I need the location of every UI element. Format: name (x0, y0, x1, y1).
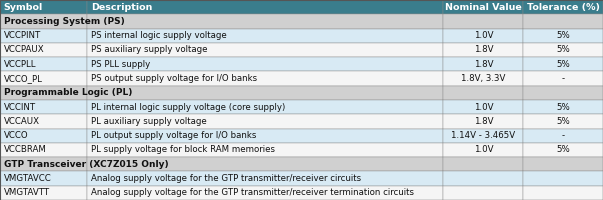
Text: VCCPAUX: VCCPAUX (4, 45, 44, 54)
Text: 5%: 5% (557, 31, 570, 40)
Text: 1.8V: 1.8V (473, 117, 493, 126)
Bar (87, 14, 443, 29)
Bar (0, 71, 87, 86)
Text: 1.8V: 1.8V (473, 45, 493, 54)
Bar (87, 71, 443, 86)
Bar (523, 57, 603, 71)
Text: Description: Description (91, 3, 153, 12)
Bar (523, 71, 603, 86)
Text: VCCBRAM: VCCBRAM (4, 145, 46, 154)
Bar (87, 157, 443, 171)
Bar (0, 14, 87, 29)
Bar (87, 143, 443, 157)
Bar (523, 157, 603, 171)
Bar (0, 29, 87, 43)
Text: VCCAUX: VCCAUX (4, 117, 40, 126)
Bar (443, 171, 523, 186)
Bar (443, 86, 523, 100)
Text: 5%: 5% (557, 60, 570, 69)
Text: 1.8V: 1.8V (473, 60, 493, 69)
Bar (443, 29, 523, 43)
Text: PL internal logic supply voltage (core supply): PL internal logic supply voltage (core s… (91, 103, 285, 112)
Bar (87, 114, 443, 129)
Bar (0, 143, 87, 157)
Bar (443, 143, 523, 157)
Text: 5%: 5% (557, 117, 570, 126)
Text: GTP Transceiver (XC7Z015 Only): GTP Transceiver (XC7Z015 Only) (4, 160, 168, 169)
Bar (0, 157, 87, 171)
Bar (87, 0, 443, 14)
Bar (523, 171, 603, 186)
Text: 1.14V - 3.465V: 1.14V - 3.465V (451, 131, 516, 140)
Bar (87, 129, 443, 143)
Text: Tolerance (%): Tolerance (%) (526, 3, 600, 12)
Bar (87, 171, 443, 186)
Text: VCCPLL: VCCPLL (4, 60, 36, 69)
Text: -: - (561, 131, 565, 140)
Bar (87, 86, 443, 100)
Bar (87, 100, 443, 114)
Text: VCCPINT: VCCPINT (4, 31, 41, 40)
Text: Programmable Logic (PL): Programmable Logic (PL) (4, 88, 132, 97)
Bar (0, 100, 87, 114)
Text: Symbol: Symbol (4, 3, 43, 12)
Bar (523, 14, 603, 29)
Text: 1.0V: 1.0V (473, 103, 493, 112)
Bar (443, 100, 523, 114)
Text: 1.8V, 3.3V: 1.8V, 3.3V (461, 74, 505, 83)
Text: Analog supply voltage for the GTP transmitter/receiver termination circuits: Analog supply voltage for the GTP transm… (91, 188, 414, 197)
Bar (443, 0, 523, 14)
Bar (523, 129, 603, 143)
Text: Nominal Value: Nominal Value (445, 3, 522, 12)
Bar (523, 114, 603, 129)
Bar (443, 71, 523, 86)
Text: 1.0V: 1.0V (473, 145, 493, 154)
Text: 5%: 5% (557, 45, 570, 54)
Text: VCCO: VCCO (4, 131, 28, 140)
Bar (87, 43, 443, 57)
Text: VMGTAVTT: VMGTAVTT (4, 188, 49, 197)
Bar (443, 14, 523, 29)
Bar (443, 57, 523, 71)
Text: Processing System (PS): Processing System (PS) (4, 17, 124, 26)
Bar (523, 186, 603, 200)
Bar (523, 29, 603, 43)
Bar (443, 129, 523, 143)
Text: 5%: 5% (557, 103, 570, 112)
Bar (0, 129, 87, 143)
Bar (0, 114, 87, 129)
Bar (87, 186, 443, 200)
Text: 5%: 5% (557, 145, 570, 154)
Bar (0, 0, 87, 14)
Text: VCCO_PL: VCCO_PL (4, 74, 42, 83)
Bar (443, 186, 523, 200)
Bar (87, 57, 443, 71)
Bar (523, 0, 603, 14)
Bar (523, 86, 603, 100)
Text: PS internal logic supply voltage: PS internal logic supply voltage (91, 31, 227, 40)
Text: PS PLL supply: PS PLL supply (91, 60, 150, 69)
Text: 1.0V: 1.0V (473, 31, 493, 40)
Bar (0, 57, 87, 71)
Text: VMGTAVCC: VMGTAVCC (4, 174, 51, 183)
Bar (443, 114, 523, 129)
Text: VCCINT: VCCINT (4, 103, 36, 112)
Bar (0, 186, 87, 200)
Bar (0, 171, 87, 186)
Text: PL supply voltage for block RAM memories: PL supply voltage for block RAM memories (91, 145, 275, 154)
Bar (0, 86, 87, 100)
Text: Analog supply voltage for the GTP transmitter/receiver circuits: Analog supply voltage for the GTP transm… (91, 174, 361, 183)
Text: PL output supply voltage for I/O banks: PL output supply voltage for I/O banks (91, 131, 256, 140)
Bar (87, 29, 443, 43)
Text: PL auxiliary supply voltage: PL auxiliary supply voltage (91, 117, 207, 126)
Bar (523, 43, 603, 57)
Bar (523, 143, 603, 157)
Bar (443, 157, 523, 171)
Text: PS auxiliary supply voltage: PS auxiliary supply voltage (91, 45, 207, 54)
Bar (0, 43, 87, 57)
Bar (523, 100, 603, 114)
Text: PS output supply voltage for I/O banks: PS output supply voltage for I/O banks (91, 74, 257, 83)
Text: -: - (561, 74, 565, 83)
Bar (443, 43, 523, 57)
